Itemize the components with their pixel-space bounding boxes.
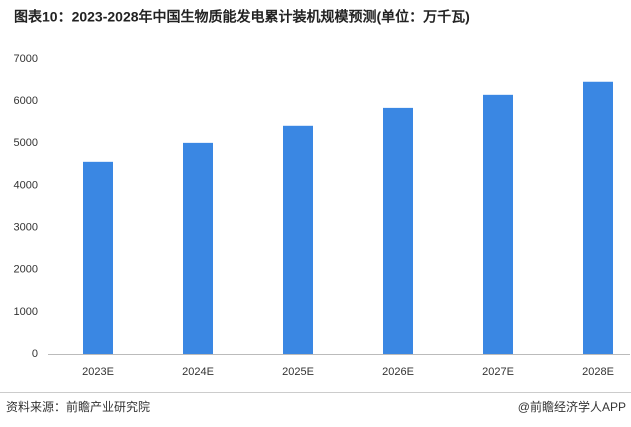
bar bbox=[583, 81, 613, 354]
y-tick-label: 6000 bbox=[14, 95, 38, 107]
x-tick-label: 2027E bbox=[482, 366, 514, 378]
x-tick-label: 2026E bbox=[382, 366, 414, 378]
bar bbox=[483, 94, 513, 355]
x-tick-label: 2024E bbox=[182, 366, 214, 378]
x-tick-label: 2023E bbox=[82, 366, 114, 378]
x-tick-label: 2028E bbox=[582, 366, 614, 378]
y-tick-label: 1000 bbox=[14, 306, 38, 318]
bar bbox=[183, 142, 213, 354]
y-tick-label: 2000 bbox=[14, 264, 38, 276]
bar bbox=[383, 107, 413, 354]
bar bbox=[83, 161, 113, 354]
y-tick-label: 7000 bbox=[14, 53, 38, 65]
y-tick-label: 0 bbox=[32, 348, 38, 360]
bar bbox=[283, 125, 313, 355]
x-tick-label: 2025E bbox=[282, 366, 314, 378]
y-tick-label: 3000 bbox=[14, 221, 38, 233]
footer-brand: @前瞻经济学人APP bbox=[518, 399, 626, 414]
y-tick-label: 4000 bbox=[14, 179, 38, 191]
y-tick-label: 5000 bbox=[14, 137, 38, 149]
chart-title: 图表10：2023-2028年中国生物质能发电累计装机规模预测(单位：万千瓦) bbox=[14, 9, 470, 25]
footer-source: 资料来源：前瞻产业研究院 bbox=[6, 399, 150, 414]
